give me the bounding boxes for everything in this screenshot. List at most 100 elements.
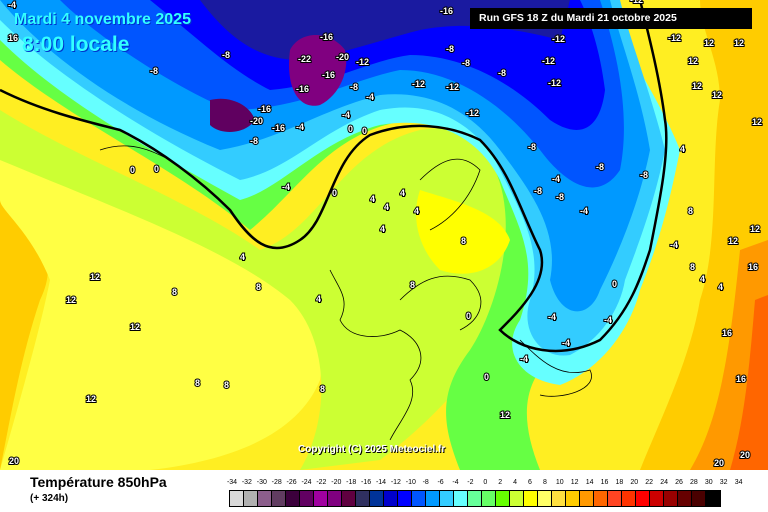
legend-tick-label: -30 — [256, 479, 267, 486]
legend-tick-label: 20 — [630, 479, 639, 486]
legend-tick-label: 16 — [600, 479, 609, 486]
isotherm-label: 16 — [722, 328, 732, 338]
run-info: Run GFS 18 Z du Mardi 21 octobre 2025 — [470, 8, 752, 29]
isotherm-label: -4 — [8, 0, 16, 10]
isotherm-label: 12 — [752, 117, 762, 127]
legend-tick-label: 12 — [570, 479, 579, 486]
lead-time: (+ 324h) — [30, 493, 69, 504]
coastlines — [99, 145, 592, 441]
isotherm-label: 20 — [714, 458, 724, 468]
isotherm-label: -4 — [580, 206, 588, 216]
isotherm-label: -16 — [272, 123, 285, 133]
legend-tick-label: -18 — [346, 479, 357, 486]
zone-orange-southwest — [0, 200, 48, 470]
legend-tick-label: -16 — [361, 479, 372, 486]
isotherm-label: -16 — [258, 104, 271, 114]
isotherm-label: -16 — [440, 6, 453, 16]
forecast-time: 8:00 locale — [22, 33, 130, 56]
isotherm-label: 8 — [195, 378, 200, 388]
zone-yellow-center — [416, 190, 510, 274]
legend-swatch — [272, 491, 286, 506]
legend-tick-label: 18 — [615, 479, 624, 486]
legend-tick-label: 10 — [555, 479, 564, 486]
isotherm-label: -8 — [350, 82, 358, 92]
isotherm-label: 8 — [690, 262, 695, 272]
legend-tick-label: 14 — [585, 479, 594, 486]
zone-light-yellow — [0, 150, 322, 470]
legend-tick-label: -20 — [331, 479, 342, 486]
legend-swatch — [244, 491, 258, 506]
isotherm-label: 12 — [750, 224, 760, 234]
isotherm-label: 0 — [348, 124, 353, 134]
legend-tick-label: 32 — [719, 479, 728, 486]
isotherm-label: 20 — [740, 450, 750, 460]
legend-tick-label: 26 — [675, 479, 683, 486]
isotherm-label: 12 — [500, 410, 510, 420]
legend-tick-label: 30 — [704, 479, 713, 486]
isotherm-label: 0 — [362, 126, 367, 136]
isotherm-label: -8 — [640, 170, 648, 180]
legend-tick-label: -10 — [405, 479, 416, 486]
legend-swatch — [398, 491, 412, 506]
isotherm-label: -8 — [528, 142, 536, 152]
isotherm-label: -12 — [412, 79, 425, 89]
isotherm-label: 12 — [66, 295, 76, 305]
isotherm-label: 4 — [680, 144, 685, 154]
isotherm-labels: -4 -12 -12 -16 -12 -16 -20 -22 -16 -8 -8 -8 -12 -12 -8… — [7, 0, 763, 469]
legend-tick-label: -14 — [375, 479, 387, 486]
isotherm-label: 12 — [728, 236, 738, 246]
legend-tick-label: -2 — [467, 479, 474, 486]
isotherm-label: 16 — [8, 33, 18, 43]
isotherm-label: 0 — [154, 164, 159, 174]
zone-yellow-green — [0, 110, 522, 470]
isotherm-label: -8 — [462, 58, 470, 68]
isotherm-label: -12 — [630, 0, 643, 5]
isotherm-label: -8 — [150, 66, 158, 76]
isotherm-label: 8 — [172, 287, 177, 297]
isotherm-label: -8 — [556, 192, 564, 202]
legend-tick-label: 22 — [645, 479, 654, 486]
isotherm-label: -8 — [534, 186, 542, 196]
legend-swatch — [258, 491, 272, 506]
isotherm-label: 12 — [90, 272, 100, 282]
isotherm-label: 12 — [86, 394, 96, 404]
isotherm-label: -4 — [342, 110, 350, 120]
legend-swatch — [706, 491, 720, 506]
legend-tick-label: -28 — [271, 479, 282, 486]
legend-tick-label: -4 — [452, 479, 459, 486]
isotherm-label: -12 — [466, 108, 479, 118]
isotherm-label: 12 — [692, 81, 702, 91]
isotherm-label: 4 — [414, 206, 419, 216]
isotherm-label: 8 — [410, 280, 415, 290]
forecast-date: Mardi 4 novembre 2025 — [14, 11, 191, 28]
isotherm-label: 0 — [484, 372, 489, 382]
isotherm-label: 8 — [688, 206, 693, 216]
isotherm-label: 4 — [370, 194, 375, 204]
legend-swatch — [566, 491, 580, 506]
isotherm-label: -12 — [356, 57, 369, 67]
legend-swatch — [496, 491, 510, 506]
isotherm-label: -12 — [668, 33, 681, 43]
zone-purple-small — [210, 98, 255, 132]
isotherm-label: -4 — [366, 92, 374, 102]
isotherm-label: 16 — [736, 374, 746, 384]
isotherm-label: -22 — [298, 54, 311, 64]
legend-tick-label: 0 — [483, 479, 488, 486]
isotherm-label: 12 — [688, 56, 698, 66]
isotherm-label: -20 — [336, 52, 349, 62]
isotherm-label: -8 — [222, 50, 230, 60]
legend-swatch — [664, 491, 678, 506]
isotherm-label: 0 — [466, 311, 471, 321]
isotherm-label: 4 — [700, 274, 705, 284]
legend-swatch — [454, 491, 468, 506]
legend-tick-label: -12 — [390, 479, 401, 486]
zone-purple — [289, 35, 347, 106]
isotherm-label: -8 — [250, 136, 258, 146]
isotherm-label: -16 — [296, 84, 309, 94]
copyright: Copyright (C) 2025 Meteociel.fr — [298, 444, 446, 455]
color-scale-legend — [229, 490, 721, 507]
isotherm-label: -4 — [552, 174, 560, 184]
legend-swatch — [230, 491, 244, 506]
isotherm-label: -4 — [562, 338, 570, 348]
legend-swatch — [412, 491, 426, 506]
